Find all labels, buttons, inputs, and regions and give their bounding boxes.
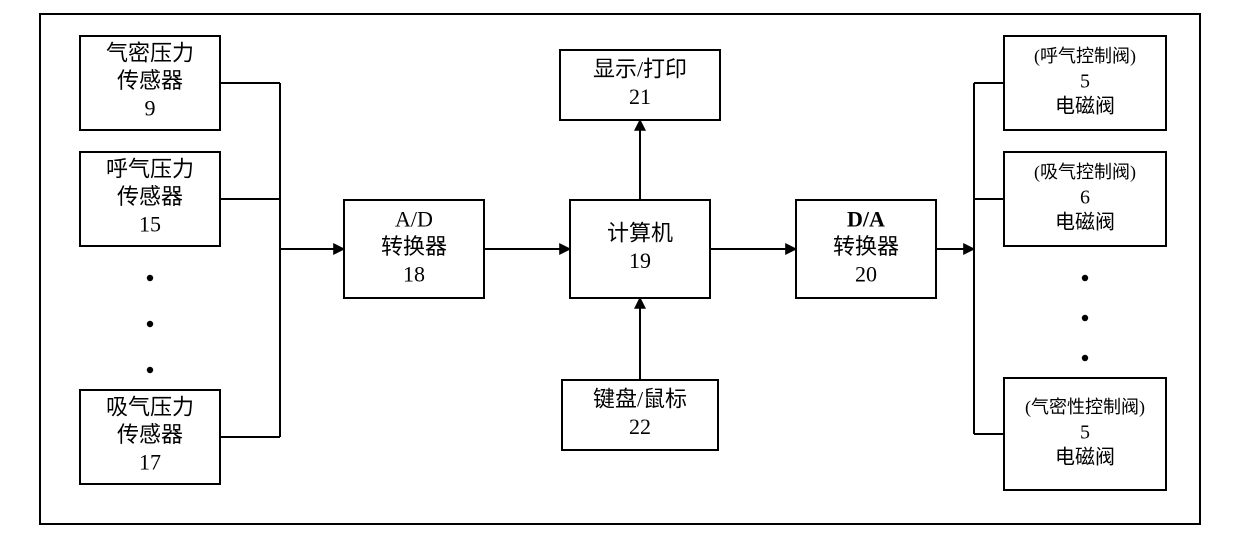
node-sensor2-line-2: 15 [139, 212, 161, 237]
ellipsis-0 [147, 275, 153, 373]
node-valve3-line-2: 电磁阀 [1055, 446, 1115, 469]
node-adc-line-1: 转换器 [381, 234, 447, 259]
node-dac-line-0: D/A [847, 207, 885, 232]
node-dac-line-2: 20 [855, 262, 877, 287]
node-computer-line-0: 计算机 [607, 220, 673, 245]
node-sensor3-line-1: 传感器 [117, 422, 183, 447]
block-diagram: 气密压力传感器9呼气压力传感器15吸气压力传感器17A/D转换器18显示/打印2… [0, 0, 1240, 537]
node-sensor2-line-1: 传感器 [117, 184, 183, 209]
node-computer-line-1: 19 [629, 248, 651, 273]
node-sensor2: 呼气压力传感器 15 [80, 152, 220, 246]
node-kbmouse-line-0: 键盘/鼠标 [593, 386, 687, 411]
node-valve3: (气密性控制阀) 5电磁阀 [1004, 378, 1166, 490]
node-display-line-1: 21 [629, 84, 651, 109]
node-valve2-line-0: (吸气控制阀) [1034, 162, 1136, 183]
node-kbmouse: 键盘/鼠标 22 [562, 380, 718, 450]
node-sensor1-line-0: 气密压力 [106, 41, 194, 66]
node-valve2: (吸气控制阀) 6电磁阀 [1004, 152, 1166, 246]
node-display: 显示/打印 21 [560, 50, 720, 120]
node-valve3-line-1: 5 [1080, 422, 1090, 444]
node-valve1-line-0: (呼气控制阀) [1034, 46, 1136, 67]
node-sensor2-line-0: 呼气压力 [106, 157, 194, 182]
node-valve2-line-2: 电磁阀 [1055, 211, 1115, 234]
node-valve3-line-0: (气密性控制阀) [1025, 397, 1145, 418]
node-valve2-line-1: 6 [1080, 187, 1090, 209]
node-kbmouse-line-1: 22 [629, 414, 651, 439]
node-sensor1-line-1: 传感器 [117, 68, 183, 93]
node-display-line-0: 显示/打印 [593, 56, 687, 81]
node-adc-line-2: 18 [403, 262, 425, 287]
ellipsis-1 [1082, 275, 1088, 361]
node-sensor3: 吸气压力传感器 17 [80, 390, 220, 484]
node-valve1-line-2: 电磁阀 [1055, 95, 1115, 118]
node-sensor3-line-0: 吸气压力 [106, 395, 194, 420]
node-adc-line-0: A/D [395, 207, 433, 232]
node-sensor1: 气密压力传感器 9 [80, 36, 220, 130]
node-dac-line-1: 转换器 [833, 234, 899, 259]
node-dac: D/A转换器 20 [796, 200, 936, 298]
node-valve1-line-1: 5 [1080, 71, 1090, 93]
node-computer: 计算机 19 [570, 200, 710, 298]
node-sensor3-line-2: 17 [139, 450, 161, 475]
node-adc: A/D转换器 18 [344, 200, 484, 298]
node-sensor1-line-2: 9 [145, 96, 156, 121]
node-valve1: (呼气控制阀) 5电磁阀 [1004, 36, 1166, 130]
